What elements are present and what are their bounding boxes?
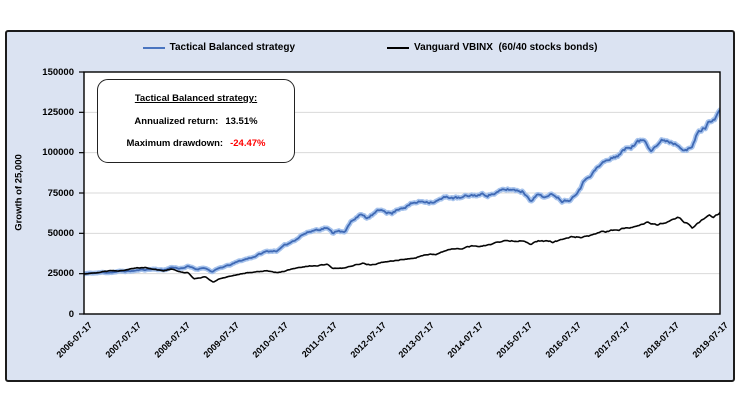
y-tick-label: 125000 bbox=[42, 106, 74, 118]
y-tick-label: 75000 bbox=[47, 187, 74, 199]
legend-label: Vanguard VBINX (60/40 stocks bonds) bbox=[414, 42, 598, 53]
maximum-drawdown-row: Maximum drawdown: -24.47% bbox=[127, 138, 266, 149]
annualized-return-value: 13.51% bbox=[225, 115, 258, 127]
maximum-drawdown-value: -24.47% bbox=[230, 137, 266, 149]
stats-box-title: Tactical Balanced strategy: bbox=[134, 93, 258, 105]
legend-line-sample-blue bbox=[142, 46, 165, 49]
legend: Tactical Balanced strategy Vanguard VBIN… bbox=[7, 42, 733, 53]
annualized-return-label: Annualized return: bbox=[134, 115, 219, 127]
y-tick-label: 25000 bbox=[47, 268, 74, 280]
stats-annotation-box: Tactical Balanced strategy: Annualized r… bbox=[97, 79, 295, 163]
y-tick-label: 0 bbox=[68, 308, 74, 320]
y-tick-label: 150000 bbox=[42, 66, 74, 78]
y-tick-label: 100000 bbox=[42, 147, 74, 159]
legend-line-sample-black bbox=[387, 46, 410, 49]
legend-label: Tactical Balanced strategy bbox=[169, 42, 296, 53]
legend-item-tactical: Tactical Balanced strategy bbox=[142, 42, 296, 53]
chart-frame: Tactical Balanced strategy Vanguard VBIN… bbox=[5, 30, 735, 382]
maximum-drawdown-label: Maximum drawdown: bbox=[126, 137, 224, 149]
y-tick-label: 50000 bbox=[47, 227, 74, 239]
annualized-return-row: Annualized return: 13.51% bbox=[134, 116, 257, 127]
legend-item-vbinx: Vanguard VBINX (60/40 stocks bonds) bbox=[387, 42, 597, 53]
